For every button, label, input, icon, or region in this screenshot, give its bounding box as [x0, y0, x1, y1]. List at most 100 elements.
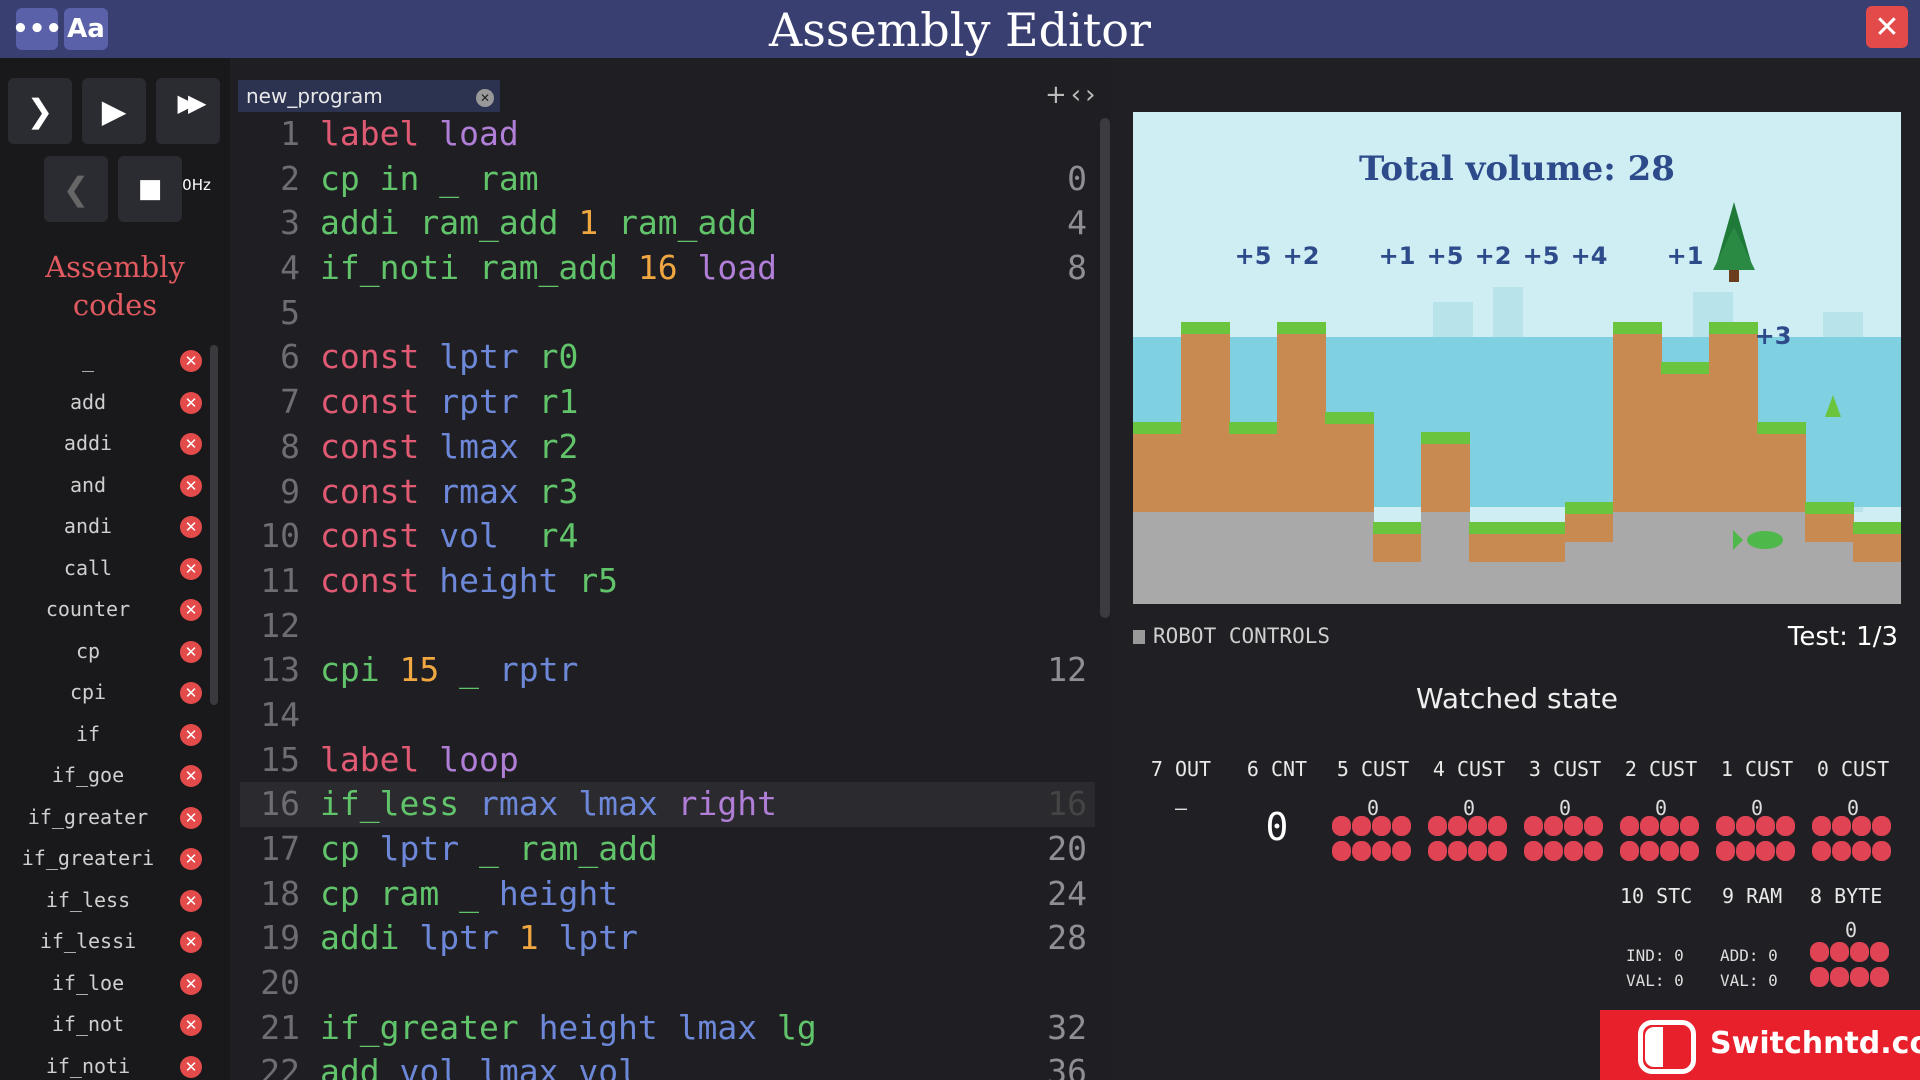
slot-value: 0	[1558, 796, 1572, 820]
codes-title: Assembly codes	[45, 250, 185, 322]
code-item[interactable]: if_lessi ✕	[0, 921, 210, 963]
code-item[interactable]: if_goe ✕	[0, 755, 210, 797]
delete-icon[interactable]: ✕	[180, 765, 202, 787]
delete-icon[interactable]: ✕	[180, 682, 202, 704]
code-item[interactable]: add ✕	[0, 382, 210, 424]
close-button[interactable]: ✕	[1866, 6, 1908, 48]
code-line[interactable]: 3 addi ram_add 1 ram_add 4	[240, 201, 1095, 246]
tab-close-icon[interactable]: ✕	[476, 89, 494, 107]
code-line[interactable]: 1 label load	[240, 112, 1095, 157]
code-item[interactable]: if_noti ✕	[0, 1046, 210, 1080]
editor-scrollbar[interactable]	[1100, 118, 1110, 618]
code-item[interactable]: _ ✕	[0, 340, 210, 382]
byte-address: ADD: 0	[1720, 946, 1778, 965]
code-item[interactable]: if_not ✕	[0, 1004, 210, 1046]
grass-top	[1613, 322, 1662, 334]
code-line[interactable]: 4 if_noti ram_add 16 load 8	[240, 246, 1095, 291]
watched-state-title: Watched state	[1415, 682, 1618, 715]
code-item[interactable]: if_greater ✕	[0, 797, 210, 839]
delete-icon[interactable]: ✕	[180, 433, 202, 455]
code-token: rptr	[498, 650, 579, 690]
delete-icon[interactable]: ✕	[180, 848, 202, 870]
delete-icon[interactable]: ✕	[180, 474, 202, 497]
grass-top	[1661, 362, 1710, 374]
code-item[interactable]: call ✕	[0, 548, 210, 590]
watermark: Switchntd.com	[1600, 1010, 1920, 1080]
stone-layer	[1709, 512, 1758, 604]
play-button[interactable]: ▶	[82, 78, 146, 144]
code-line[interactable]: 17 cp lptr _ ram_add 20	[240, 827, 1095, 872]
window-title: Assembly Editor	[769, 3, 1151, 57]
fast-forward-button[interactable]: ▶▶	[156, 78, 220, 144]
code-token: lptr	[379, 829, 460, 868]
stop-button[interactable]: ■	[118, 156, 182, 222]
menu-button[interactable]: •••	[12, 8, 62, 50]
codes-scrollbar[interactable]	[210, 345, 218, 705]
code-line[interactable]: 22 add vol lmax vol 36	[240, 1050, 1095, 1080]
delete-icon[interactable]: ✕	[180, 972, 202, 995]
delete-icon[interactable]: ✕	[180, 889, 202, 912]
code-item[interactable]: cp ✕	[0, 631, 210, 673]
back-button[interactable]: ❮	[44, 156, 108, 222]
delete-icon[interactable]: ✕	[180, 516, 202, 538]
slot-value: 0	[1750, 796, 1764, 820]
code-token: vol	[439, 516, 519, 556]
code-token: const	[320, 516, 420, 556]
game-scene: Total volume: 28 +5 +2 +1 +5 +2 +5 +4 +1 +3	[1133, 112, 1901, 604]
code-item[interactable]: addi ✕	[0, 423, 210, 465]
delete-icon[interactable]: ✕	[180, 391, 202, 414]
code-line[interactable]: 7 const rptr r1	[240, 380, 1095, 425]
code-item[interactable]: if_greateri ✕	[0, 838, 210, 880]
code-line[interactable]: 8 const lmax r2	[240, 425, 1095, 470]
code-line[interactable]: 16 if_less rmax lmax right 16	[240, 782, 1095, 827]
code-item-label: add	[69, 389, 107, 414]
code-line[interactable]: 13 cpi 15 _ rptr 12	[240, 648, 1095, 693]
code-line[interactable]: 12	[240, 604, 1095, 649]
code-line[interactable]: 6 const lptr r0	[240, 335, 1095, 380]
code-item[interactable]: if ✕	[0, 714, 210, 756]
code-item[interactable]: andi ✕	[0, 506, 210, 548]
code-line[interactable]: 5	[240, 291, 1095, 336]
code-item[interactable]: if_less ✕	[0, 880, 210, 922]
delete-icon[interactable]: ✕	[180, 1055, 202, 1078]
byte-bits	[1810, 942, 1896, 992]
tab-new-program[interactable]: new_program	[238, 80, 500, 112]
code-line[interactable]: 2 cp in _ ram 0	[240, 157, 1095, 202]
delete-icon[interactable]: ✕	[180, 1014, 202, 1036]
stone-layer	[1325, 512, 1374, 604]
code-item[interactable]: counter ✕	[0, 589, 210, 631]
code-line[interactable]: 18 cp ram _ height 24	[240, 872, 1095, 917]
code-item[interactable]: and ✕	[0, 465, 210, 507]
code-item[interactable]: cpi ✕	[0, 672, 210, 714]
code-editor[interactable]: 1 label load 2 cp in _ ram 0 3 addi ram_add 1 …	[240, 112, 1095, 1080]
code-line[interactable]: 21 if_greater height lmax lg 32	[240, 1006, 1095, 1051]
delete-icon[interactable]: ✕	[180, 599, 202, 621]
code-line[interactable]: 9 const rmax r3	[240, 470, 1095, 515]
grass-top	[1229, 422, 1278, 434]
line-number: 21	[260, 1007, 300, 1047]
code-line[interactable]: 10 const vol r4	[240, 514, 1095, 559]
delete-icon[interactable]: ✕	[180, 931, 202, 953]
code-line[interactable]: 14	[240, 693, 1095, 738]
line-address: 4	[1067, 203, 1087, 243]
volume-gain-label: +3	[1755, 322, 1792, 350]
code-item[interactable]: if_loe ✕	[0, 963, 210, 1005]
code-line[interactable]: 20	[240, 961, 1095, 1006]
ram-value: VAL: 0	[1626, 971, 1684, 990]
code-item-label: _	[81, 348, 95, 372]
delete-icon[interactable]: ✕	[180, 350, 202, 372]
step-button[interactable]: ❯	[8, 78, 72, 144]
delete-icon[interactable]: ✕	[180, 806, 202, 829]
code-item-label: if_loe	[51, 970, 125, 995]
code-line[interactable]: 19 addi lptr 1 lptr 28	[240, 916, 1095, 961]
code-line[interactable]: 11 const height r5	[240, 559, 1095, 604]
slot-header: 3 CUST	[1528, 757, 1602, 781]
delete-icon[interactable]: ✕	[180, 723, 202, 746]
font-size-button[interactable]: Aa	[64, 8, 108, 50]
code-line[interactable]: 15 label loop	[240, 738, 1095, 783]
volume-gain-label: +4	[1571, 242, 1608, 270]
tab-nav-buttons[interactable]: +‹›	[1045, 80, 1100, 110]
delete-icon[interactable]: ✕	[180, 557, 202, 580]
delete-icon[interactable]: ✕	[180, 640, 202, 663]
robot-controls-toggle[interactable]: ROBOT CONTROLS	[1133, 624, 1330, 648]
